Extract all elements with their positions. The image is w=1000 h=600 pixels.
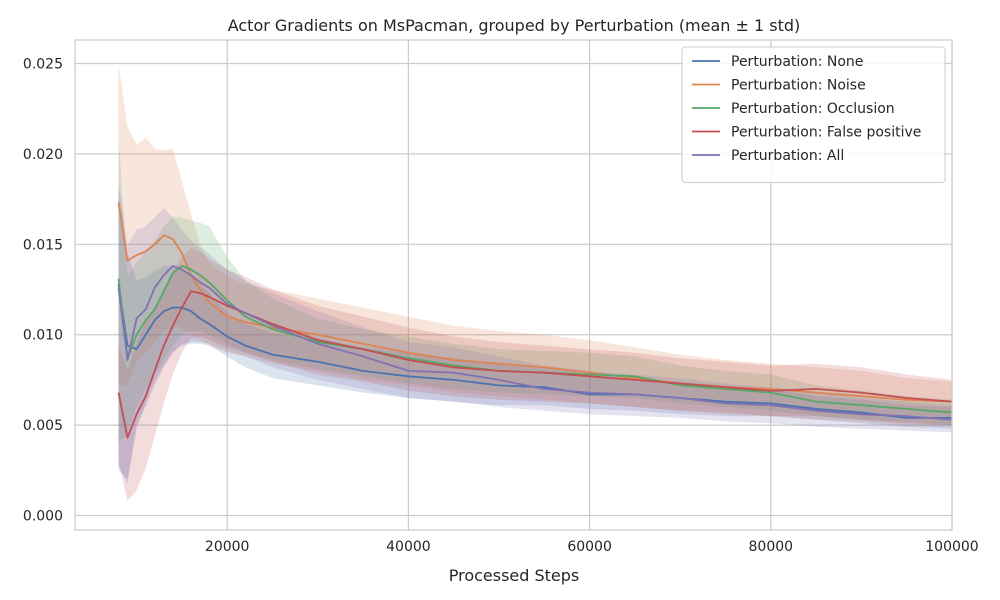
y-tick-label: 0.025 [23, 57, 63, 73]
x-tick-label: 60000 [567, 539, 612, 555]
plot-frame [74, 39, 953, 531]
y-tick-label: 0.020 [23, 147, 63, 163]
x-tick-label: 100000 [925, 539, 978, 555]
line-series-4 [117, 290, 953, 439]
line-series-3 [117, 265, 953, 414]
line-series-5 [117, 265, 953, 421]
legend-label: Perturbation: Occlusion [731, 101, 895, 117]
line-series-1 [117, 283, 952, 419]
x-tick-label: 20000 [205, 539, 250, 555]
y-tick-label: 0.015 [23, 237, 63, 253]
chart-title: Actor Gradients on MsPacman, grouped by … [228, 16, 801, 35]
y-ticks: 0.000 0.005 0.010 0.015 0.020 0.025 [23, 57, 63, 525]
std-band-series-1 [118, 190, 952, 483]
legend-label: Perturbation: False positive [731, 125, 921, 141]
x-tick-label: 40000 [386, 539, 431, 555]
legend-label: Perturbation: All [731, 148, 844, 164]
std-band-series-3 [118, 135, 952, 444]
legend: Perturbation: None Perturbation: Noise Per… [681, 46, 946, 183]
x-ticks: 20000 40000 60000 80000 100000 [205, 539, 979, 555]
series-lines [117, 202, 953, 439]
legend-box [681, 46, 946, 183]
y-tick-label: 0.005 [23, 418, 63, 434]
x-axis-title: Processed Steps [449, 566, 580, 585]
x-tick-label: 80000 [749, 539, 794, 555]
std-band-series-4 [118, 247, 952, 502]
legend-label: Perturbation: Noise [731, 78, 866, 94]
y-tick-label: 0.010 [23, 328, 63, 344]
legend-label: Perturbation: None [731, 54, 863, 70]
y-tick-label: 0.000 [23, 509, 63, 525]
